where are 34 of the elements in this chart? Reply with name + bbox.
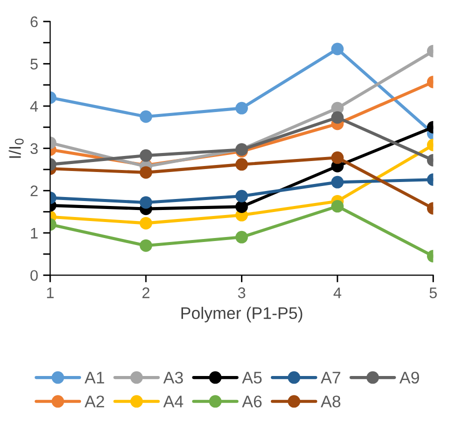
point xyxy=(140,110,152,123)
point xyxy=(140,216,152,230)
point xyxy=(235,230,248,244)
point xyxy=(140,196,152,209)
point xyxy=(235,190,248,202)
y-tick-label: 4 xyxy=(30,101,38,112)
legend-label: A6 xyxy=(242,396,262,408)
point xyxy=(235,200,248,213)
point xyxy=(235,102,248,114)
legend-label: A5 xyxy=(242,372,262,384)
point xyxy=(140,166,152,179)
x-tick-label: 3 xyxy=(238,287,246,298)
x-tick-label: 5 xyxy=(430,288,437,298)
y-tick-label: 1 xyxy=(31,228,38,238)
legend-label: A3 xyxy=(163,372,183,384)
y-tick-label: 3 xyxy=(30,143,38,154)
x-tick-label: 4 xyxy=(334,288,342,298)
y-tick-label: 5 xyxy=(30,58,38,70)
legend-label: A7 xyxy=(320,372,340,384)
point xyxy=(140,239,152,252)
y-tick-label: 6 xyxy=(30,16,38,28)
y-tick-label: 0 xyxy=(30,270,38,281)
legend-label: A8 xyxy=(320,396,340,408)
legend-label: A2 xyxy=(84,396,104,408)
legend-label: A9 xyxy=(399,372,420,384)
legend-label: A1 xyxy=(84,372,104,384)
x-tick-label: 1 xyxy=(47,288,54,298)
point xyxy=(140,149,152,162)
x-tick-label: 2 xyxy=(142,287,150,298)
point xyxy=(235,158,248,171)
x-axis-title: Polymer (P1-P5) xyxy=(181,306,302,322)
y-tick-label: 2 xyxy=(30,186,38,196)
y-axis-title: I/I$_{0}$ xyxy=(8,138,24,158)
legend-label: A4 xyxy=(163,396,184,408)
